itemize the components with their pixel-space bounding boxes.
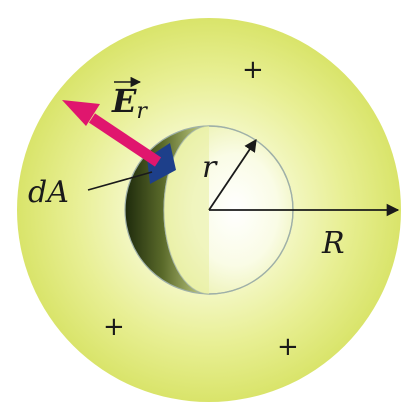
charge-symbol: + bbox=[103, 312, 125, 342]
field-arrow-shaft bbox=[88, 113, 162, 167]
charge-symbol: + bbox=[277, 332, 299, 362]
area-element-label: dA bbox=[28, 175, 69, 210]
area-element-leader bbox=[87, 171, 153, 191]
charge-symbol: + bbox=[242, 55, 264, 85]
inner-radius-arrow bbox=[208, 138, 257, 211]
area-element-patch bbox=[147, 143, 176, 184]
field-label-subscript: r bbox=[136, 99, 148, 124]
inner-radius-label: r bbox=[202, 150, 218, 185]
field-arrow-head bbox=[62, 100, 100, 126]
field-label-main: E bbox=[111, 82, 137, 120]
outer-radius-label: R bbox=[321, 226, 345, 261]
field-label: Er bbox=[111, 82, 148, 124]
